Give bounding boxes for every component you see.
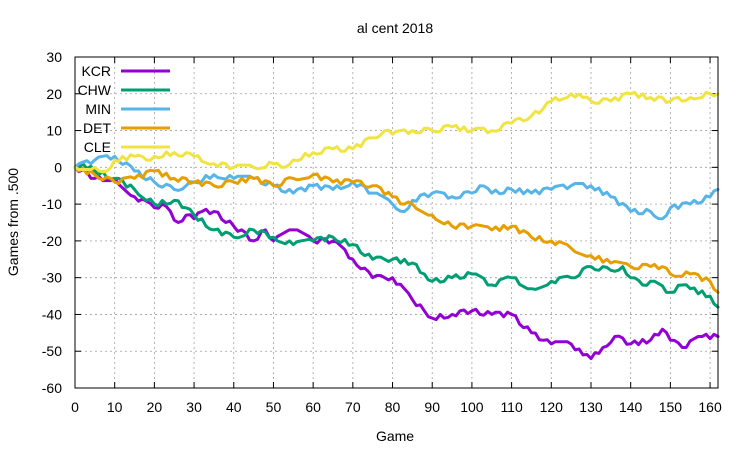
y-tick-label: 20 [46,86,62,102]
y-axis-label: Games from .500 [5,168,21,276]
series-line-chw [73,162,720,309]
x-axis-label: Game [376,428,414,444]
series-lines [73,90,720,361]
y-tick-label: 10 [46,123,62,139]
x-tick-label: 40 [226,399,242,415]
legend-label-chw: CHW [78,82,112,98]
x-tick-label: 30 [186,399,202,415]
legend-label-det: DET [83,120,111,136]
x-tick-label: 160 [698,399,722,415]
x-tick-label: 10 [107,399,123,415]
y-tick-label: -50 [42,343,62,359]
x-tick-label: 20 [147,399,163,415]
x-tick-label: 100 [460,399,484,415]
series-line-det [73,165,720,294]
legend: KCR CHW MIN DET CLE [78,63,170,155]
x-axis: 0 10 20 30 40 50 60 70 80 90 100 110 120 130 140 150 160 [71,57,722,415]
y-tick-label: -20 [42,233,62,249]
y-tick-label: -30 [42,270,62,286]
x-tick-label: 60 [305,399,321,415]
series-line-min [73,154,720,221]
grid [75,57,718,388]
chart-title: al cent 2018 [357,20,433,36]
legend-label-kcr: KCR [81,63,111,79]
series-line-cle [73,90,720,174]
y-tick-label: -60 [42,380,62,396]
legend-label-cle: CLE [84,139,111,155]
x-tick-label: 130 [579,399,603,415]
y-axis: -60 -50 -40 -30 -20 -10 0 10 20 30 [42,49,718,396]
x-tick-label: 50 [266,399,282,415]
series-line-kcr [73,165,720,361]
x-tick-label: 70 [345,399,361,415]
x-tick-label: 120 [540,399,564,415]
x-tick-label: 150 [659,399,683,415]
x-tick-label: 140 [619,399,643,415]
y-tick-label: -40 [42,306,62,322]
x-tick-label: 0 [71,399,79,415]
y-tick-label: 0 [54,159,62,175]
x-tick-label: 80 [385,399,401,415]
x-tick-label: 90 [424,399,440,415]
y-tick-label: 30 [46,49,62,65]
y-tick-label: -10 [42,196,62,212]
legend-label-min: MIN [85,101,111,117]
plot-frame [74,56,719,389]
x-tick-label: 110 [500,399,523,415]
